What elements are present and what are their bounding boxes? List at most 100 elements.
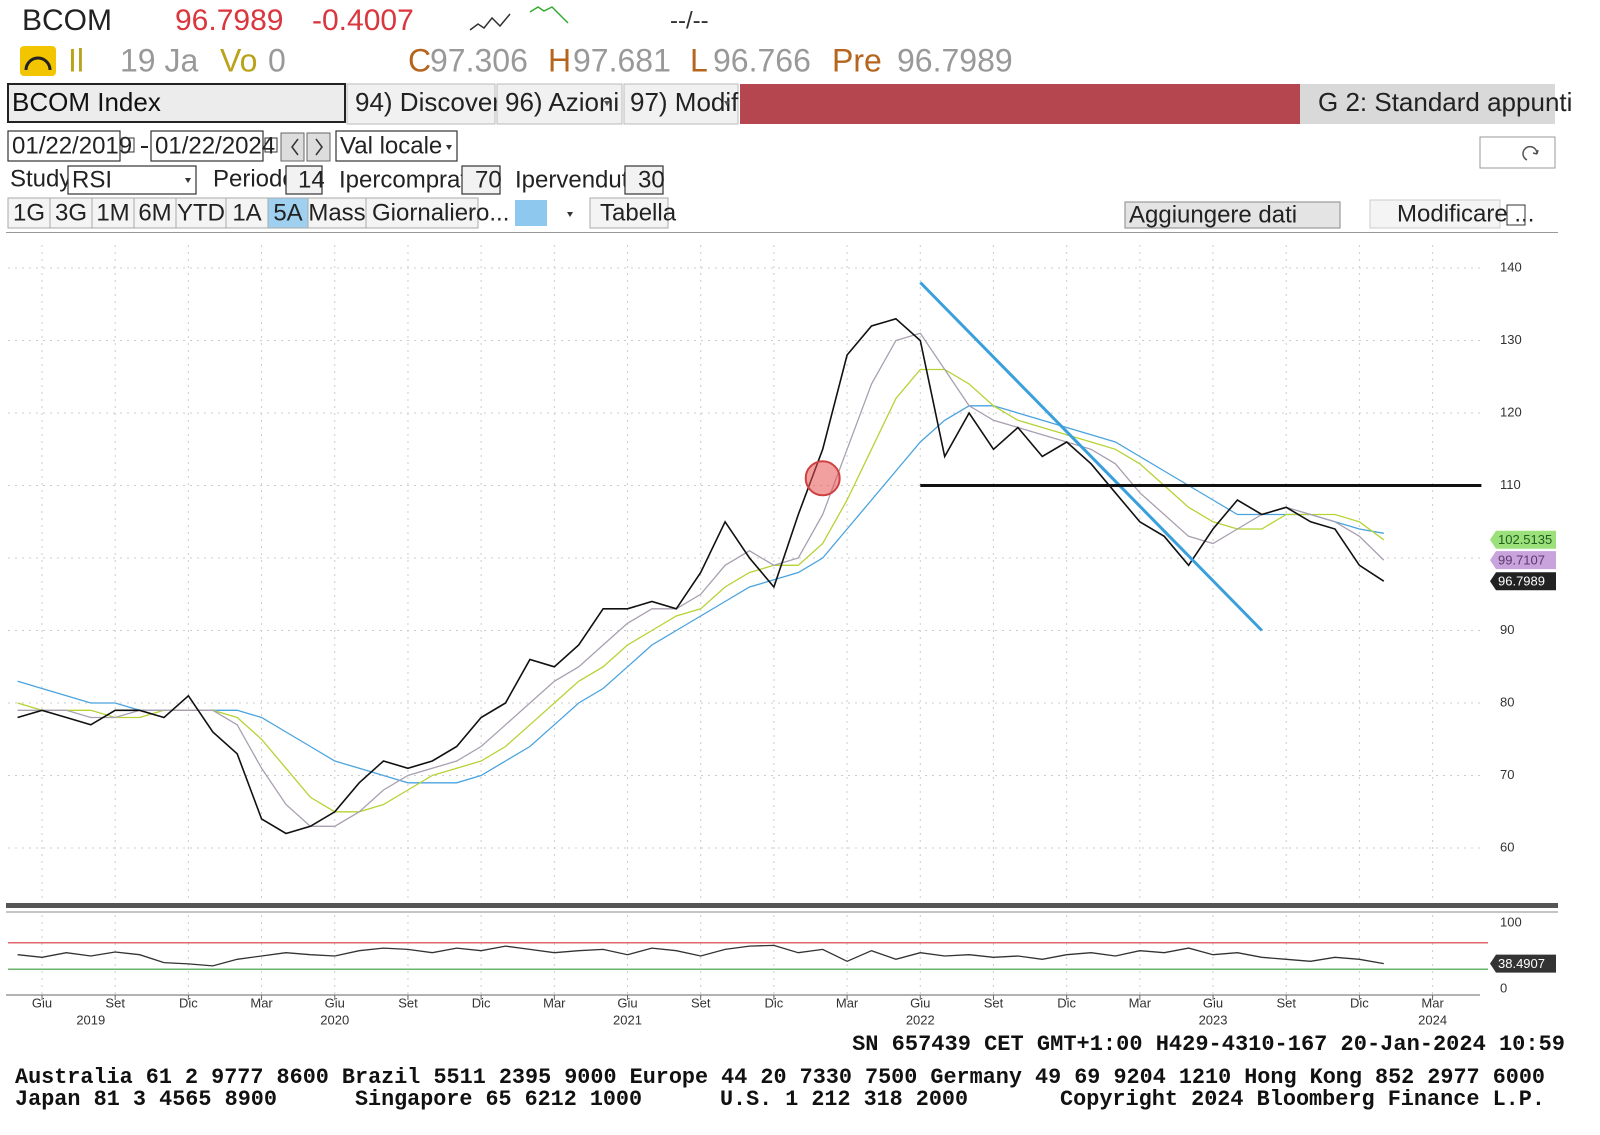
dropdown-arrow [185, 178, 191, 183]
y-tick-label: 80 [1500, 694, 1514, 709]
menu-button[interactable] [346, 83, 496, 125]
start-date-box[interactable] [7, 130, 121, 162]
nav-button[interactable] [306, 132, 331, 162]
add-data-box[interactable] [1124, 201, 1341, 229]
period-box[interactable] [285, 165, 323, 195]
currency[interactable]: Val locale [340, 132, 442, 159]
x-tick-label: Mar [1421, 995, 1444, 1010]
view-button[interactable] [589, 197, 669, 229]
menu-item[interactable]: 97) Modif [630, 87, 739, 117]
chart-type-icon[interactable] [515, 200, 547, 226]
period[interactable]: 14 [298, 166, 325, 193]
calendar-icon[interactable] [264, 137, 278, 153]
moving-average-line [17, 368, 1385, 813]
range-label[interactable]: 6M [138, 199, 171, 226]
x-tick-label: Mar [543, 995, 566, 1010]
range-label[interactable]: 1A [232, 199, 261, 226]
range-button[interactable] [267, 197, 309, 229]
footer: SN 657439 CET GMT+1:00 H429-4310-167 20-… [15, 1032, 1565, 1112]
x-tick-label: Dic [765, 995, 784, 1010]
range-label[interactable]: 1G [13, 199, 45, 226]
toolbar: BCOM Index 94) Discover 96) Azioni 97) Modi… [7, 83, 1572, 229]
calendar-icon[interactable] [121, 137, 135, 153]
separator [6, 903, 1558, 908]
x-tick-label: Giu [1203, 995, 1223, 1010]
x-tick-label: Dic [1057, 995, 1076, 1010]
y-tick-label: 140 [1500, 259, 1522, 274]
refresh-box[interactable] [1479, 136, 1556, 169]
last-price: 96.7989 [175, 4, 283, 37]
last-value-label: 38.4907 [1498, 956, 1545, 971]
trendline [919, 281, 1263, 632]
menu-item[interactable]: G 2: Standard appunti [1318, 87, 1572, 117]
edit-label[interactable]: Modificare ... [1397, 200, 1534, 227]
range-label[interactable]: Giornaliero... [372, 199, 509, 226]
x-tick-label: Giu [325, 995, 345, 1010]
year-label: 2024 [1418, 1012, 1447, 1027]
menu-button[interactable] [623, 83, 739, 125]
field-label: H [548, 42, 571, 78]
refresh-icon[interactable] [1522, 145, 1539, 161]
range-button[interactable] [49, 197, 93, 229]
x-tick-label: Set [984, 995, 1004, 1010]
price-change: -0.4007 [312, 4, 414, 37]
study-box[interactable] [67, 165, 197, 195]
range-button[interactable] [365, 197, 479, 229]
range-button[interactable] [307, 197, 367, 229]
range-label[interactable]: 3G [55, 199, 87, 226]
start-date[interactable]: 01/22/2019 [12, 132, 132, 159]
security-box[interactable] [7, 83, 346, 123]
oversold-box[interactable] [624, 165, 664, 195]
field-value: 97.681 [573, 42, 671, 78]
group-tab[interactable] [1300, 84, 1555, 124]
end-date[interactable]: 01/22/2024 [155, 132, 275, 159]
x-tick-label: Set [691, 995, 711, 1010]
range-label[interactable]: 1M [96, 199, 129, 226]
last-value-label: 96.7989 [1498, 574, 1545, 589]
period-label: Periodo [213, 165, 296, 192]
y2-tick-label: 0 [1500, 980, 1507, 995]
x-tick-label: Mar [250, 995, 273, 1010]
rsi-line [17, 944, 1384, 967]
y-tick-label: 130 [1500, 332, 1522, 347]
study[interactable]: RSI [72, 166, 112, 193]
menu-button[interactable] [496, 83, 623, 125]
session-info: SN 657439 CET GMT+1:00 H429-4310-167 20-… [852, 1032, 1565, 1057]
dropdown-arrow [567, 212, 573, 217]
overbought-label: Ipercomprato [339, 166, 480, 193]
add-data[interactable]: Aggiungere dati [1129, 201, 1297, 228]
view-label[interactable]: Tabella [600, 199, 677, 226]
x-tick-label: Giu [617, 995, 637, 1010]
year-label: 2022 [906, 1012, 935, 1027]
range-label[interactable]: Mass [308, 199, 365, 226]
currency-box[interactable] [335, 130, 458, 162]
price-line [17, 317, 1385, 835]
end-date-box[interactable] [150, 130, 264, 162]
sparkline [529, 6, 569, 24]
last-value-tag [1490, 954, 1556, 973]
dropdown-arrow [724, 101, 730, 106]
field-value: 96.7989 [897, 42, 1013, 78]
chart: 607080901001101201301400100GiuSetDicMarG… [6, 245, 1558, 1027]
x-tick-label: Dic [179, 995, 198, 1010]
menu-item[interactable]: 94) Discover [355, 87, 501, 117]
edit-icon[interactable] [1506, 204, 1526, 226]
range-label[interactable]: 5A [273, 199, 302, 226]
range-button[interactable] [133, 197, 177, 229]
y2-tick-label: 100 [1500, 914, 1522, 929]
range-button[interactable] [225, 197, 269, 229]
overbought-box[interactable] [461, 165, 501, 195]
last-value-tag [1490, 551, 1556, 570]
oversold[interactable]: 30 [638, 166, 665, 193]
command-bar [740, 84, 1300, 124]
field-value: 96.766 [713, 42, 811, 78]
x-tick-label: Set [1276, 995, 1296, 1010]
contacts: U.S. 1 212 318 2000 [720, 1087, 968, 1112]
edit-button[interactable] [1369, 199, 1501, 229]
range-button[interactable] [7, 197, 51, 229]
overbought[interactable]: 70 [475, 166, 502, 193]
range-label[interactable]: YTD [177, 199, 225, 226]
x-tick-label: Dic [1350, 995, 1369, 1010]
menu-item[interactable]: 96) Azioni [505, 87, 619, 117]
